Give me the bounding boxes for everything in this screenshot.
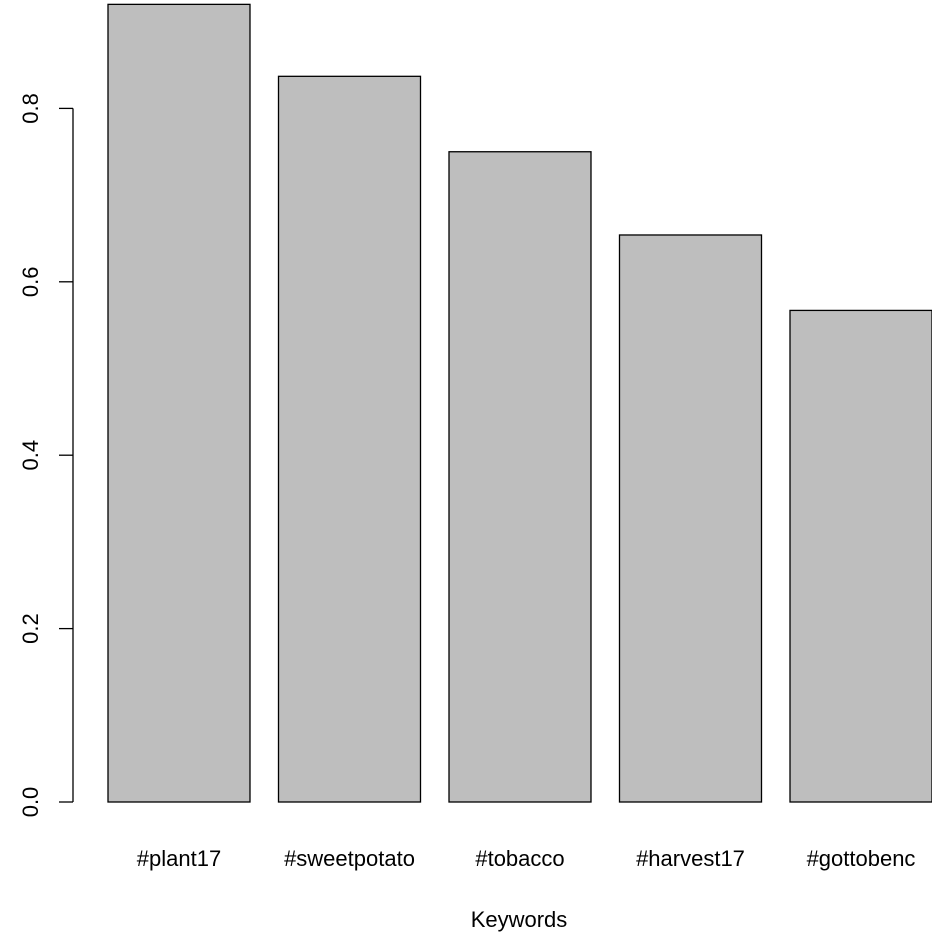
bar bbox=[618, 234, 763, 803]
y-tick-label: 0.6 bbox=[18, 267, 43, 298]
y-tick-label: 0.8 bbox=[18, 93, 43, 124]
y-axis: 0.0 0.2 0.4 0.6 0.8 bbox=[18, 93, 74, 818]
x-tick-labels: #plant17 #sweetpotato #tobacco #harvest17 #g… bbox=[137, 846, 916, 871]
x-tick-label: #plant17 bbox=[137, 846, 221, 871]
y-tick-label: 0.2 bbox=[18, 613, 43, 644]
bars bbox=[107, 3, 932, 803]
x-tick-label: #tobacco bbox=[475, 846, 564, 871]
x-axis-label: Keywords bbox=[471, 907, 568, 932]
x-tick-label: #harvest17 bbox=[636, 846, 745, 871]
x-tick-label: #gottobenc bbox=[807, 846, 916, 871]
bar bbox=[107, 3, 251, 803]
y-tick-label: 0.0 bbox=[18, 787, 43, 818]
y-tick-label: 0.4 bbox=[18, 440, 43, 471]
bar bbox=[789, 309, 932, 803]
bar bbox=[277, 75, 422, 803]
x-tick-label: #sweetpotato bbox=[284, 846, 415, 871]
bar bbox=[448, 151, 592, 803]
